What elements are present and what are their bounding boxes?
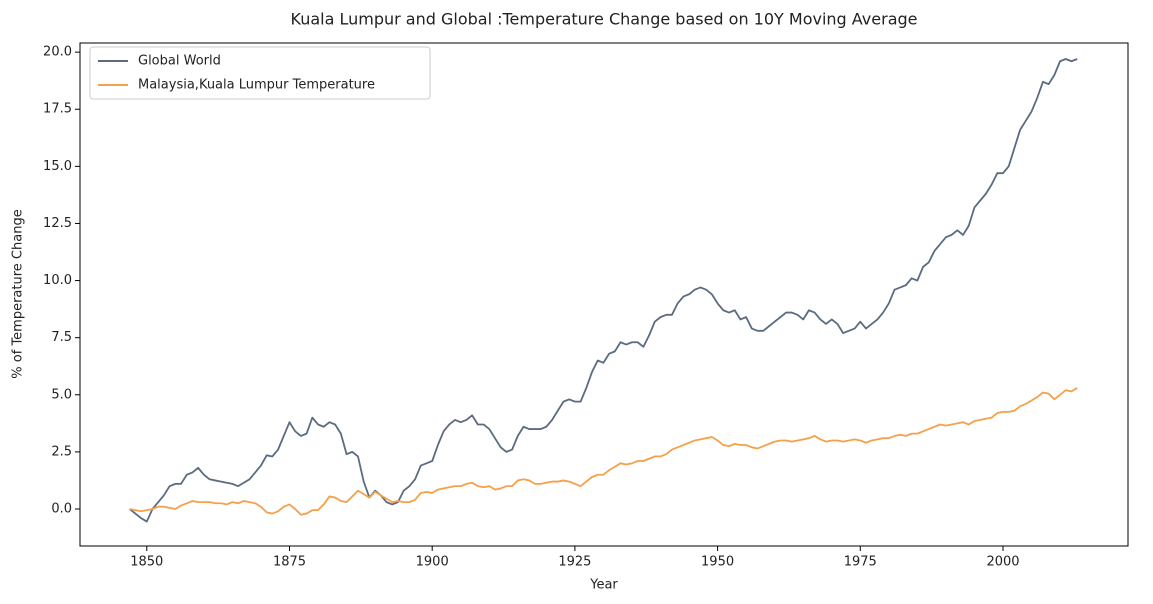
series-line bbox=[129, 387, 1078, 516]
y-tick-label: 17.5 bbox=[43, 102, 72, 117]
legend-box bbox=[89, 46, 431, 100]
legend-label: Global World bbox=[138, 54, 221, 69]
y-tick-label: 0.0 bbox=[51, 501, 72, 516]
y-tick-label: 7.5 bbox=[51, 330, 72, 345]
x-tick-label: 1875 bbox=[273, 555, 306, 570]
y-tick-label: 5.0 bbox=[51, 387, 72, 402]
x-tick-label: 1950 bbox=[701, 555, 734, 570]
plot-frame bbox=[79, 42, 1129, 547]
x-axis-label: Year bbox=[589, 578, 618, 593]
x-tick-label: 1925 bbox=[558, 555, 591, 570]
y-tick-label: 12.5 bbox=[43, 216, 72, 231]
y-axis-label: % of Temperature Change bbox=[11, 209, 26, 378]
y-tick-label: 10.0 bbox=[43, 273, 72, 288]
y-tick-label: 2.5 bbox=[51, 444, 72, 459]
series-line bbox=[129, 58, 1078, 523]
x-tick-label: 2000 bbox=[986, 555, 1019, 570]
x-tick-label: 1975 bbox=[844, 555, 877, 570]
legend-label: Malaysia,Kuala Lumpur Temperature bbox=[138, 78, 375, 93]
x-tick-label: 1850 bbox=[130, 555, 163, 570]
x-tick-label: 1900 bbox=[416, 555, 449, 570]
chart-title: Kuala Lumpur and Global :Temperature Cha… bbox=[291, 10, 918, 29]
y-tick-label: 20.0 bbox=[43, 45, 72, 60]
y-tick-label: 15.0 bbox=[43, 159, 72, 174]
